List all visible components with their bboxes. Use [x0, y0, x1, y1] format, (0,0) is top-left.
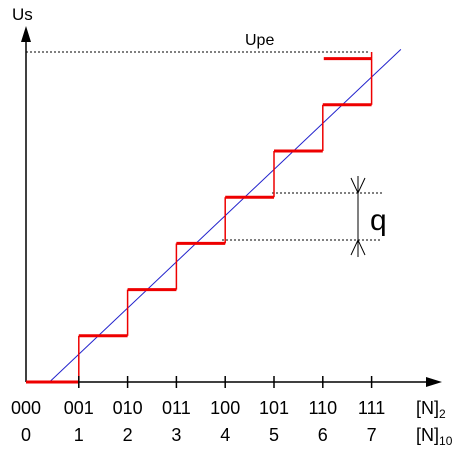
x-tick-label-decimal-6: 6: [318, 425, 328, 445]
x-tick-label-binary-5: 101: [259, 398, 289, 418]
x-tick-label-binary-7: 111: [358, 398, 385, 418]
x-tick-label-decimal-7: 7: [367, 425, 377, 445]
x-tick-label-binary-3: 011: [162, 398, 191, 418]
x-tick-label-binary-1: 001: [64, 398, 94, 418]
x-tick-label-binary-0: 000: [11, 398, 41, 418]
x-axis-arrow: [426, 377, 442, 387]
x-tick-label-decimal-1: 1: [74, 425, 84, 445]
q-dimension-marker: [350, 176, 366, 257]
x-decimal-axis-label-main: [N]: [416, 425, 439, 445]
q-label: q: [370, 204, 387, 237]
y-axis-label: Us: [12, 5, 33, 24]
x-tick-label-decimal-2: 2: [123, 425, 133, 445]
x-binary-axis-label-main: [N]: [416, 398, 439, 418]
x-decimal-axis-label: [N]10: [416, 425, 453, 448]
x-binary-axis-label-sub: 2: [439, 407, 446, 421]
x-tick-label-binary-2: 010: [113, 398, 143, 418]
upe-label: Upe: [245, 32, 274, 49]
x-tick-label-binary-6: 110: [308, 398, 337, 418]
x-tick-label-decimal-0: 0: [21, 425, 31, 445]
x-decimal-axis-label-sub: 10: [439, 434, 453, 448]
x-binary-axis-label: [N]2: [416, 398, 446, 421]
x-tick-label-decimal-4: 4: [220, 425, 230, 445]
y-axis-arrow: [21, 26, 31, 42]
x-tick-label-decimal-5: 5: [269, 425, 279, 445]
x-tick-label-decimal-3: 3: [171, 425, 181, 445]
x-tick-label-binary-4: 100: [210, 398, 240, 418]
